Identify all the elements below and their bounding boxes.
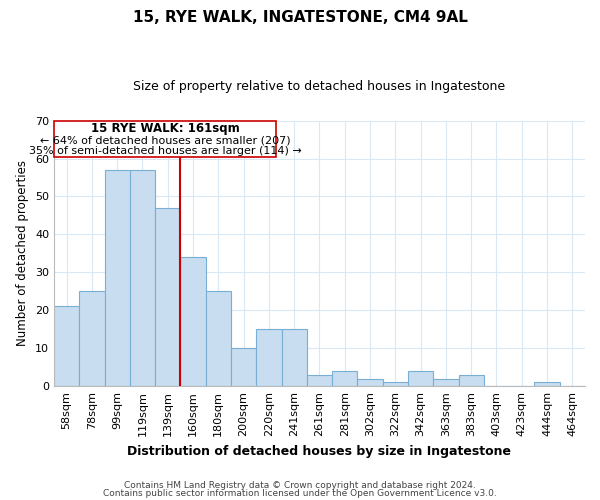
Bar [206, 292, 231, 386]
Bar [79, 292, 104, 386]
Bar [54, 306, 79, 386]
FancyBboxPatch shape [54, 122, 277, 156]
Bar [155, 208, 181, 386]
Bar [181, 257, 206, 386]
Text: Contains public sector information licensed under the Open Government Licence v3: Contains public sector information licen… [103, 488, 497, 498]
Text: Contains HM Land Registry data © Crown copyright and database right 2024.: Contains HM Land Registry data © Crown c… [124, 481, 476, 490]
Bar [458, 375, 484, 386]
Text: 35% of semi-detached houses are larger (114) →: 35% of semi-detached houses are larger (… [29, 146, 302, 156]
Text: ← 64% of detached houses are smaller (207): ← 64% of detached houses are smaller (20… [40, 136, 290, 145]
Text: 15 RYE WALK: 161sqm: 15 RYE WALK: 161sqm [91, 122, 239, 136]
Bar [281, 330, 307, 386]
Bar [104, 170, 130, 386]
Bar [535, 382, 560, 386]
Text: 15, RYE WALK, INGATESTONE, CM4 9AL: 15, RYE WALK, INGATESTONE, CM4 9AL [133, 10, 467, 25]
Bar [256, 330, 281, 386]
Title: Size of property relative to detached houses in Ingatestone: Size of property relative to detached ho… [133, 80, 506, 93]
Y-axis label: Number of detached properties: Number of detached properties [16, 160, 29, 346]
Bar [433, 378, 458, 386]
Bar [332, 371, 358, 386]
Bar [130, 170, 155, 386]
Bar [231, 348, 256, 386]
Bar [383, 382, 408, 386]
Bar [408, 371, 433, 386]
X-axis label: Distribution of detached houses by size in Ingatestone: Distribution of detached houses by size … [127, 444, 511, 458]
Bar [358, 378, 383, 386]
Bar [307, 375, 332, 386]
